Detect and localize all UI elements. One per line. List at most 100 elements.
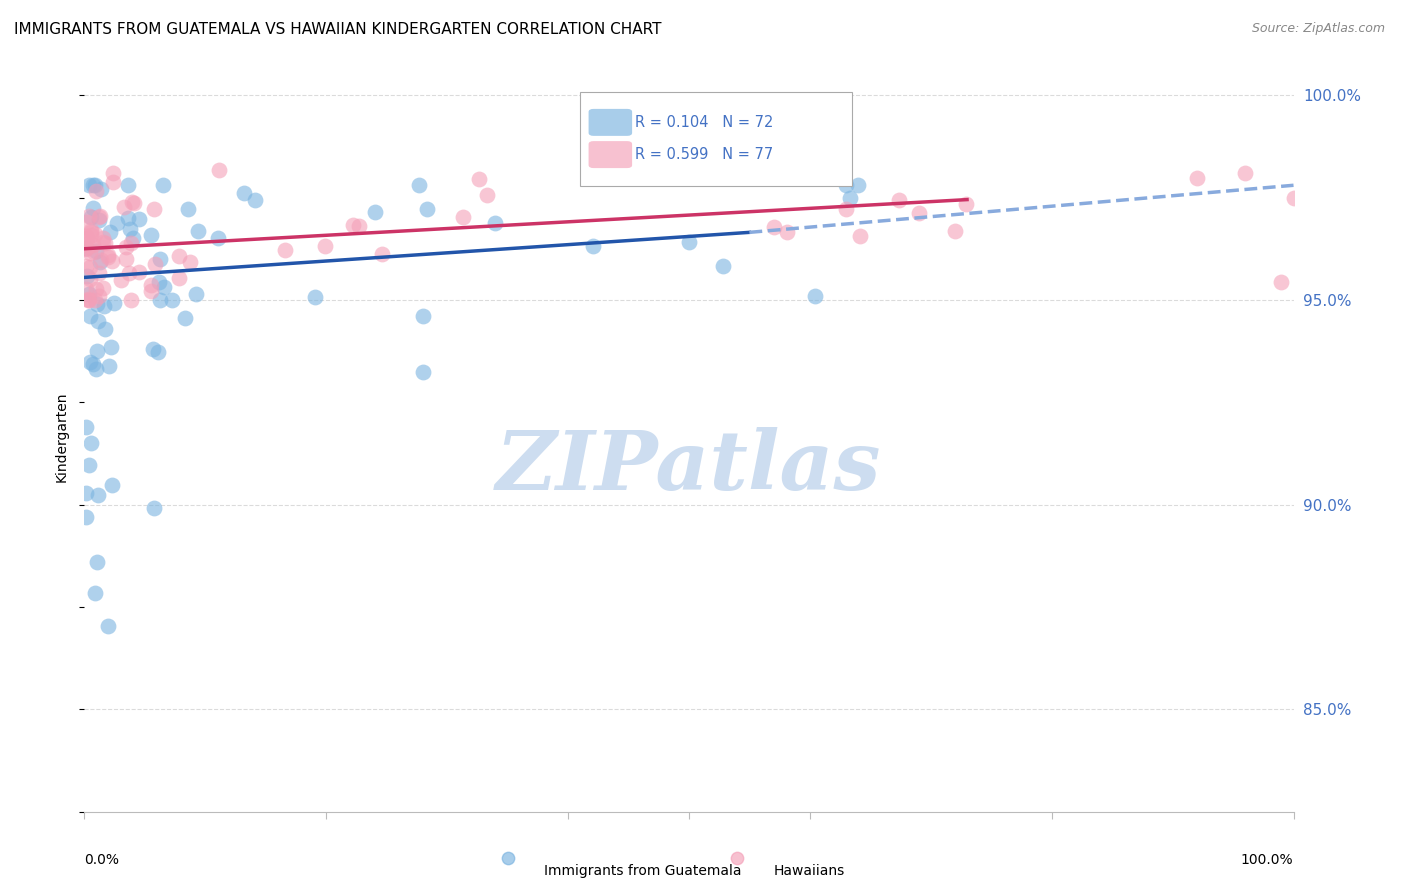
Point	[142, 501, 165, 516]
Point	[174, 310, 197, 325]
Point	[887, 193, 910, 207]
Point	[110, 273, 132, 287]
Point	[342, 218, 364, 232]
Point	[77, 458, 100, 473]
Y-axis label: Kindergarten: Kindergarten	[55, 392, 69, 483]
FancyBboxPatch shape	[581, 93, 852, 186]
Point	[117, 211, 139, 225]
Point	[128, 265, 150, 279]
Point	[75, 242, 97, 256]
Point	[955, 197, 977, 211]
Point	[79, 355, 101, 369]
Point	[907, 206, 929, 220]
Point	[84, 184, 107, 198]
Point	[804, 289, 827, 303]
FancyBboxPatch shape	[589, 141, 633, 168]
Point	[75, 260, 97, 274]
Text: Hawaiians: Hawaiians	[773, 864, 845, 878]
Point	[412, 310, 434, 324]
Text: 100.0%: 100.0%	[1241, 853, 1294, 867]
Point	[1282, 190, 1305, 204]
Point	[314, 239, 336, 253]
Point	[84, 178, 107, 193]
Point	[711, 259, 734, 273]
Point	[139, 278, 162, 293]
Point	[100, 254, 122, 268]
Point	[117, 178, 139, 193]
Point	[148, 275, 170, 289]
Point	[678, 235, 700, 249]
Point	[849, 229, 872, 244]
Point	[139, 284, 162, 298]
Point	[82, 357, 104, 371]
Point	[120, 235, 142, 250]
Point	[94, 322, 117, 336]
Point	[153, 280, 176, 294]
Point	[75, 510, 97, 524]
Point	[184, 286, 207, 301]
Point	[77, 209, 100, 223]
Point	[412, 365, 434, 379]
Point	[274, 243, 297, 257]
Point	[762, 219, 785, 234]
Point	[120, 221, 142, 235]
Point	[76, 236, 98, 251]
Point	[87, 313, 110, 327]
FancyBboxPatch shape	[589, 109, 633, 136]
Point	[79, 260, 101, 275]
Point	[468, 171, 491, 186]
Point	[87, 210, 110, 224]
Point	[416, 202, 439, 216]
Point	[304, 290, 326, 304]
Point	[87, 488, 110, 502]
Point	[79, 210, 101, 224]
Point	[97, 619, 120, 633]
Point	[83, 227, 105, 242]
Point	[76, 268, 98, 283]
Point	[91, 281, 114, 295]
Point	[79, 246, 101, 260]
Point	[79, 271, 101, 285]
Point	[91, 235, 114, 250]
Point	[451, 211, 474, 225]
Point	[477, 188, 499, 202]
Point	[83, 586, 105, 600]
Point	[115, 252, 138, 266]
Point	[75, 282, 97, 296]
Point	[120, 293, 142, 307]
Point	[408, 178, 430, 193]
Point	[121, 194, 143, 209]
Text: Source: ZipAtlas.com: Source: ZipAtlas.com	[1251, 22, 1385, 36]
Point	[835, 178, 858, 193]
Point	[103, 296, 125, 310]
Point	[112, 200, 135, 214]
Point	[75, 241, 97, 255]
Point	[86, 555, 108, 569]
Point	[77, 239, 100, 253]
Point	[80, 223, 103, 237]
Point	[167, 271, 190, 285]
Point	[141, 227, 163, 242]
Point	[160, 293, 183, 308]
Point	[846, 178, 869, 193]
Point	[84, 282, 107, 296]
Point	[128, 211, 150, 226]
Point	[98, 225, 121, 239]
Point	[582, 239, 605, 253]
Point	[84, 361, 107, 376]
Point	[347, 219, 370, 233]
Point	[87, 266, 110, 280]
Point	[84, 244, 107, 259]
Point	[79, 309, 101, 323]
Point	[77, 178, 100, 193]
Point	[90, 182, 112, 196]
Point	[167, 249, 190, 263]
Point	[90, 253, 112, 268]
Point	[84, 293, 107, 307]
Point	[101, 478, 124, 492]
Point	[89, 254, 111, 268]
Point	[115, 240, 138, 254]
Point	[839, 191, 862, 205]
Point	[100, 340, 122, 354]
Point	[775, 225, 797, 239]
